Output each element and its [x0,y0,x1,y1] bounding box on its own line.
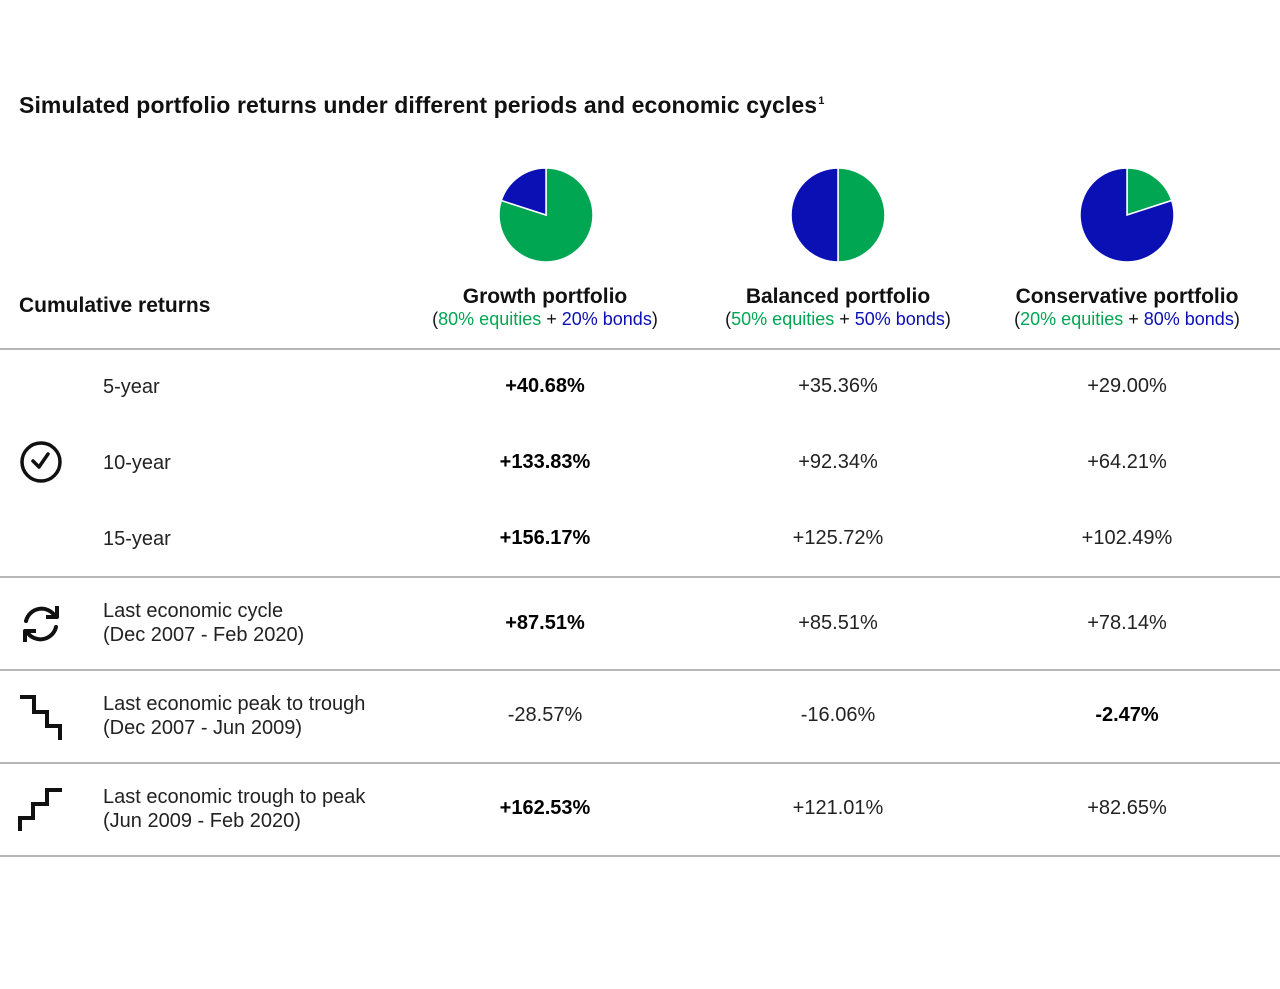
pie-slice-equities [837,167,886,263]
table-cell: +125.72% [792,527,884,549]
pie-slice-bonds [790,167,839,263]
row-label-10-year: 10-year [103,452,171,474]
cycle-icon [17,600,65,648]
column-mix: (50% equities + 50% bonds) [725,309,951,329]
equities-share: 50% equities [731,309,835,329]
equities-share: 20% equities [1020,309,1124,329]
chart-title: Simulated portfolio returns under differ… [19,92,825,118]
pie-conservative-svg [1079,167,1175,263]
pie-growth [498,167,594,263]
table-cell: +87.51% [505,612,585,634]
table-cell: +35.36% [798,375,878,397]
pie-slice-bonds [1079,167,1175,263]
pie-balanced-svg [790,167,886,263]
table-cell: +92.34% [798,451,878,473]
table-cell: +102.49% [1081,527,1173,549]
table-cell: +85.51% [798,612,878,634]
table-cell: +78.14% [1087,612,1167,634]
table-cell: +162.53% [499,797,591,819]
pie-slice-equities [1126,167,1173,217]
row-label-peak-to-trough: Last economic peak to trough (Dec 2007 - … [103,693,366,739]
clock-icon [17,438,65,486]
pie-conservative [1079,167,1175,263]
table-cell: +82.65% [1087,797,1167,819]
bonds-share: 80% bonds [1143,309,1234,329]
bonds-share: 50% bonds [854,309,945,329]
table-cell: +133.83% [499,451,591,473]
table-cell: +40.68% [505,375,585,397]
divider-peak-trough [0,762,1280,764]
row-label-5-year: 5-year [103,376,160,398]
pie-balanced [790,167,886,263]
row-label-trough-to-peak: Last economic trough to peak (Jun 2009 - … [103,786,366,832]
bonds-share: 20% bonds [561,309,652,329]
divider-header [0,348,1280,350]
column-name: Balanced portfolio [745,285,931,308]
pie-growth-svg [498,167,594,263]
column-mix: (20% equities + 80% bonds) [1014,309,1240,329]
step-up-icon [17,785,65,833]
column-header-balanced: Balanced portfolio (50% equities + 50% b… [693,284,983,330]
row-label-15-year: 15-year [103,528,171,550]
row-label-economic-cycle: Last economic cycle (Dec 2007 - Feb 2020) [103,600,305,646]
table-cell: -2.47% [1095,704,1159,726]
column-name: Conservative portfolio [1015,285,1239,308]
table-cell: -16.06% [800,704,876,726]
divider-bottom [0,855,1280,857]
row-header-label: Cumulative returns [19,294,211,317]
divider-cycle [0,669,1280,671]
equities-share: 80% equities [438,309,542,329]
step-down-icon [17,692,65,740]
divider-periods [0,576,1280,578]
column-header-conservative: Conservative portfolio (20% equities + 8… [982,284,1272,330]
footnote-marker: 1 [818,95,825,107]
pie-slice-bonds [500,167,547,217]
table-cell: +121.01% [792,797,884,819]
column-mix: (80% equities + 20% bonds) [432,309,658,329]
table-cell: +64.21% [1087,451,1167,473]
table-cell: +156.17% [499,527,591,549]
column-header-growth: Growth portfolio (80% equities + 20% bon… [400,284,690,330]
column-name: Growth portfolio [462,285,628,308]
table-cell: -28.57% [507,704,583,726]
table-cell: +29.00% [1087,375,1167,397]
